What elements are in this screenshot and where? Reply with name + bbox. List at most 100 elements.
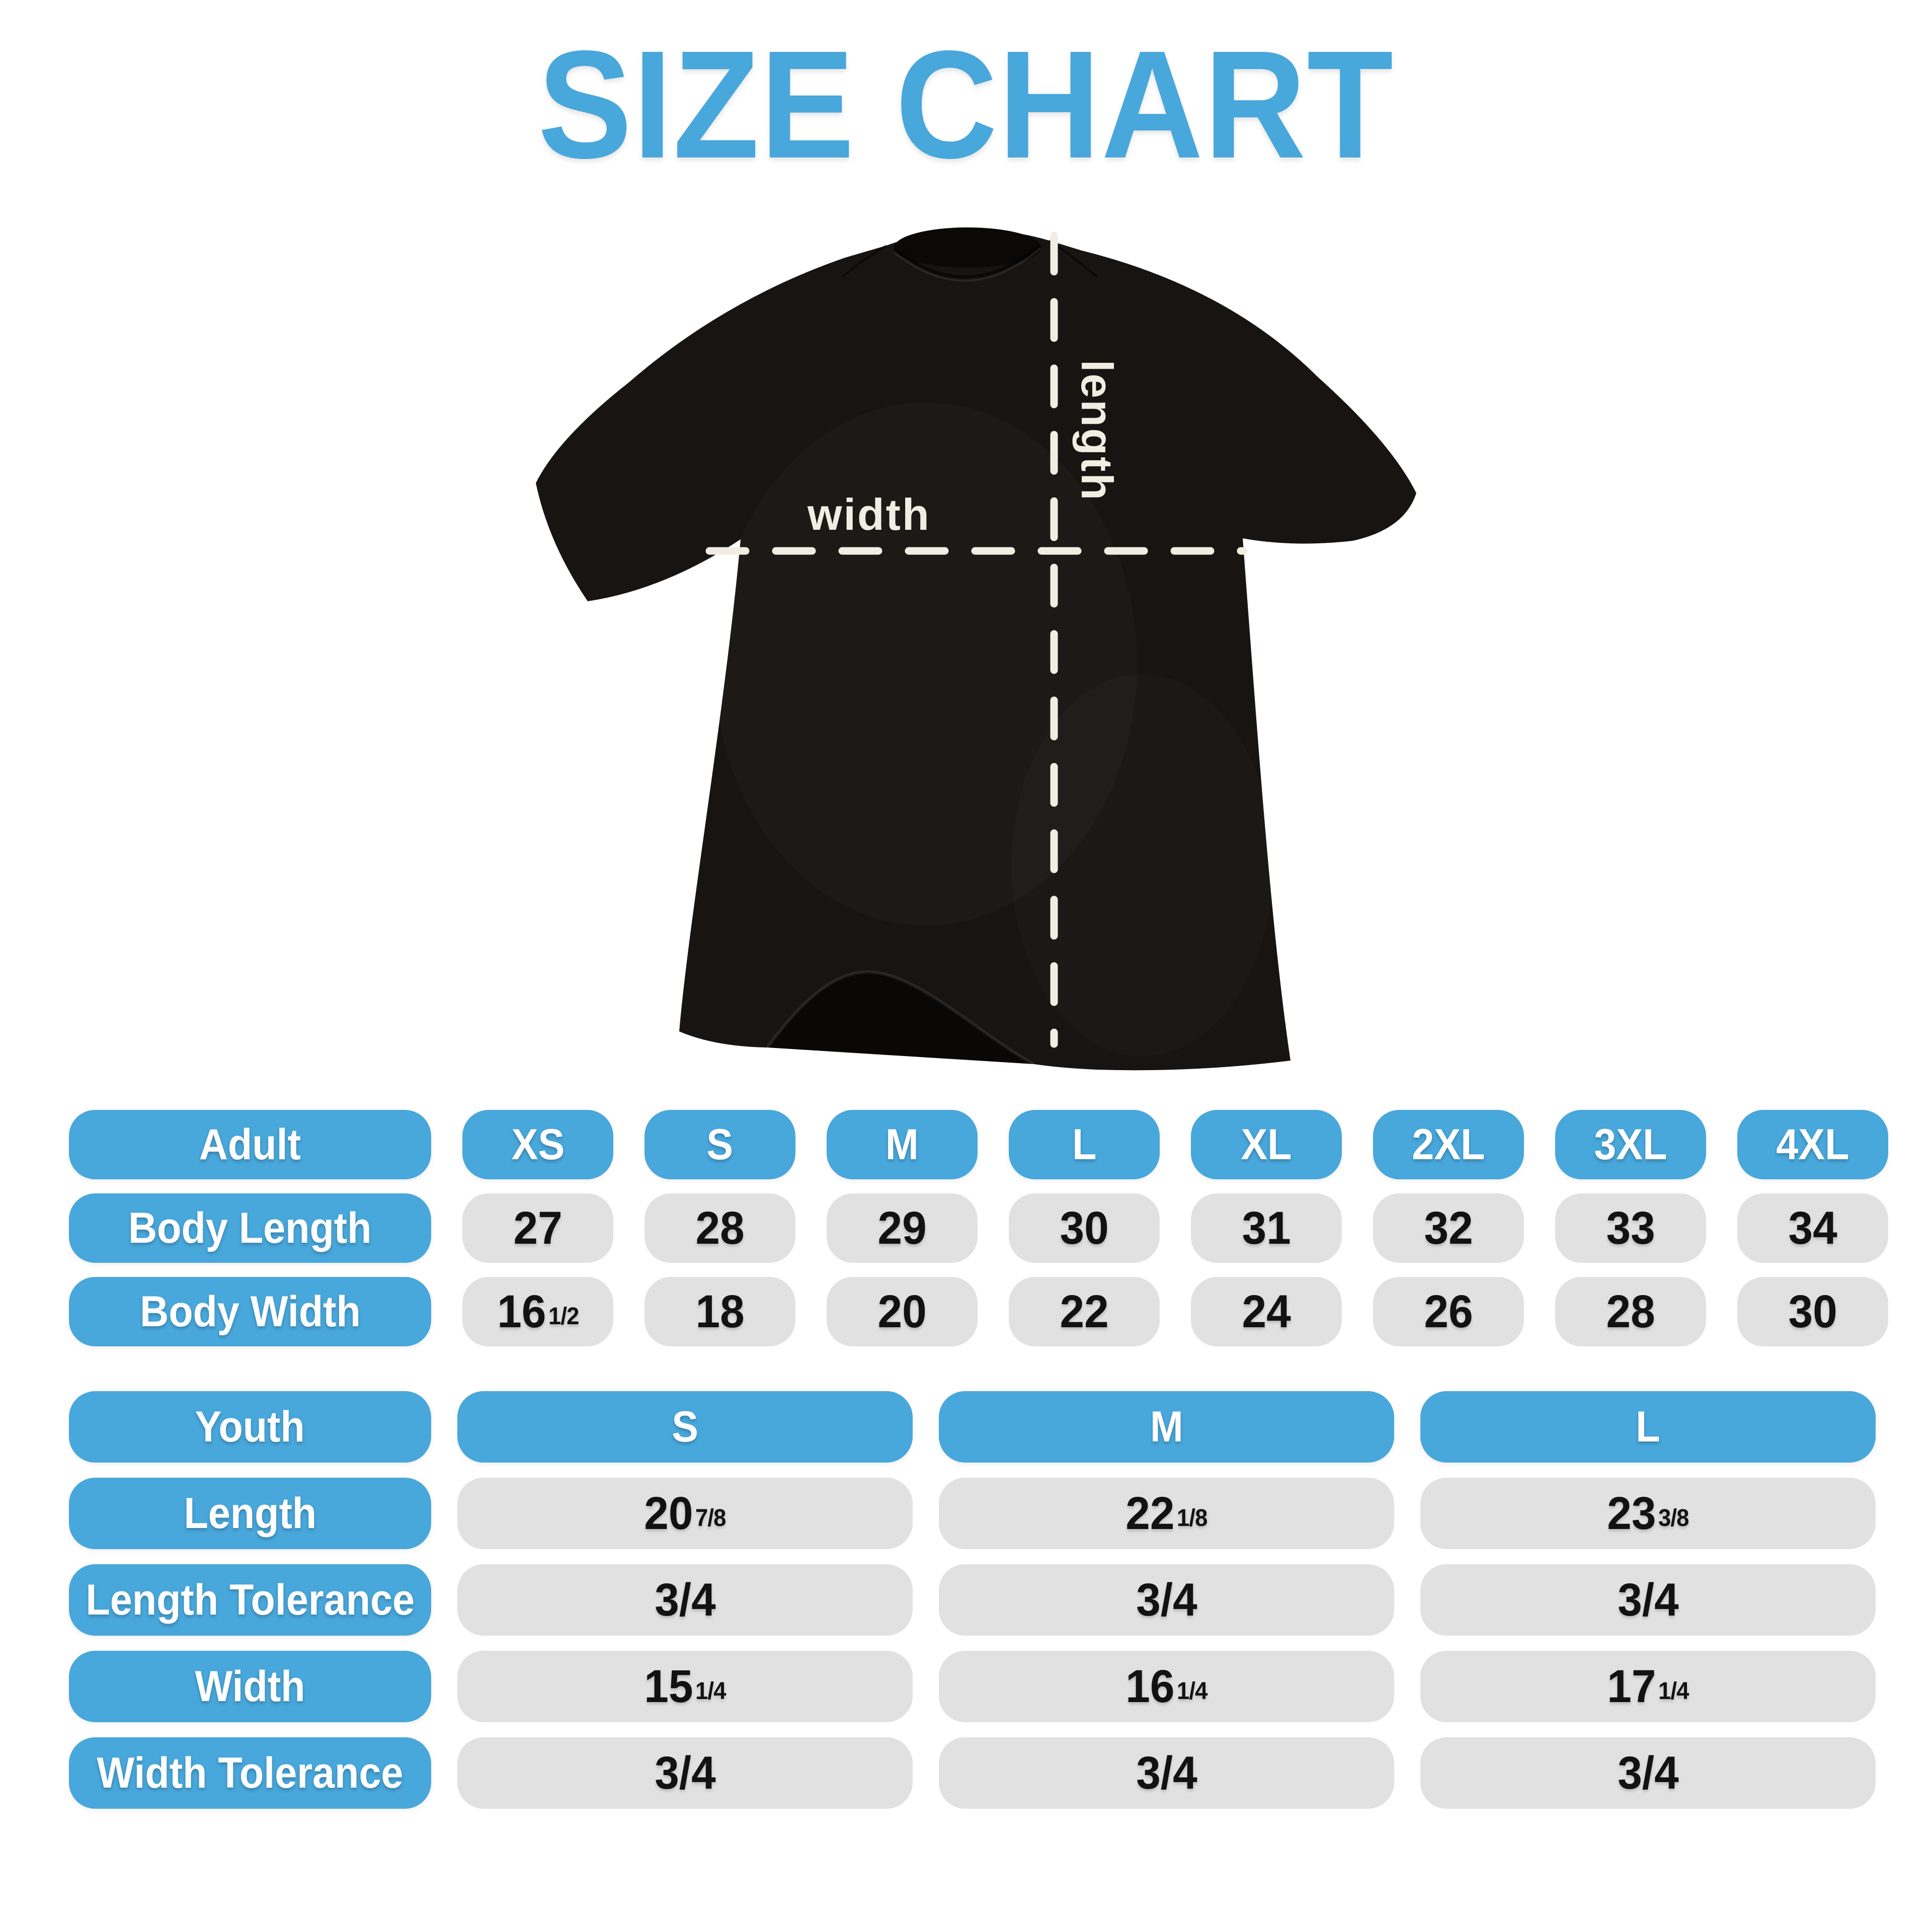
value-pill: 30: [1009, 1193, 1160, 1263]
youth-header-row: Youth S M L: [69, 1391, 1876, 1463]
width-label: width: [807, 490, 931, 539]
adult-size-pill: XS: [462, 1110, 613, 1179]
row-label-pill: Length Tolerance: [69, 1564, 431, 1636]
youth-table-title-pill: Youth: [69, 1391, 431, 1463]
value-main: 16: [497, 1285, 546, 1337]
value-fraction: 3/8: [1658, 1504, 1689, 1532]
adult-size-pill: 4XL: [1737, 1110, 1888, 1179]
neck-opening: [894, 227, 1041, 268]
value-pill: 15 1/4: [457, 1651, 913, 1722]
value-main: 20: [644, 1487, 693, 1539]
value-main: 28: [1606, 1285, 1655, 1337]
youth-size-pill: S: [457, 1391, 913, 1463]
adult-table-title-pill: Adult: [69, 1110, 431, 1179]
tshirt-silhouette: [536, 229, 1416, 1071]
value-main: 27: [513, 1202, 562, 1254]
value-pill: 22: [1009, 1277, 1160, 1346]
value-fraction: 1/4: [1658, 1677, 1689, 1705]
value-pill: 16 1/4: [939, 1651, 1394, 1722]
value-fraction: 1/2: [548, 1303, 579, 1330]
youth-length-row: Length 20 7/8 22 1/8 23 3/8: [69, 1478, 1876, 1549]
adult-size-pill: 2XL: [1373, 1110, 1524, 1179]
adult-size-pill: M: [827, 1110, 978, 1179]
value-pill: 3/4: [457, 1564, 913, 1636]
body-length-row: Body Length 27 28 29 30 31 32 33 34: [69, 1193, 1888, 1263]
length-label: length: [1072, 360, 1122, 502]
adult-size-pill: 3XL: [1555, 1110, 1706, 1179]
row-label-pill: Body Width: [69, 1277, 431, 1346]
tshirt-diagram: width length: [513, 211, 1419, 1077]
value-main: 33: [1606, 1202, 1655, 1254]
value-main: 34: [1788, 1202, 1837, 1254]
hem-fold-shadow: [767, 972, 1034, 1064]
row-label-pill: Width: [69, 1651, 431, 1722]
value-main: 16: [1125, 1660, 1175, 1712]
value-main: 28: [695, 1202, 745, 1254]
row-label-pill: Length: [69, 1478, 431, 1549]
value-pill: 32: [1373, 1193, 1524, 1263]
value-pill: 22 1/8: [939, 1478, 1394, 1549]
value-pill: 30: [1737, 1277, 1888, 1346]
value-main: 3/4: [654, 1747, 716, 1799]
value-pill: 28: [645, 1193, 795, 1263]
page-title-text: SIZE CHART: [538, 19, 1394, 190]
value-main: 15: [644, 1660, 693, 1712]
collar-seam: [894, 243, 1041, 279]
value-fraction: 1/8: [1177, 1504, 1208, 1532]
value-main: 3/4: [1136, 1574, 1197, 1626]
value-main: 3/4: [1617, 1574, 1679, 1626]
collar-seam-highlight: [894, 247, 1041, 282]
value-pill: 26: [1373, 1277, 1524, 1346]
value-main: 3/4: [1617, 1747, 1679, 1799]
value-pill: 18: [645, 1277, 795, 1346]
value-main: 3/4: [654, 1574, 716, 1626]
value-fraction: 1/4: [695, 1677, 726, 1705]
value-pill: 24: [1191, 1277, 1342, 1346]
value-pill: 3/4: [1420, 1564, 1876, 1636]
hem-fold-highlight: [766, 970, 1035, 1066]
youth-length-tolerance-row: Length Tolerance 3/4 3/4 3/4: [69, 1564, 1876, 1636]
value-pill: 20: [827, 1277, 978, 1346]
value-main: 17: [1607, 1660, 1656, 1712]
value-pill: 27: [462, 1193, 613, 1263]
page-title: SIZE CHART: [0, 28, 1932, 181]
value-pill: 3/4: [939, 1737, 1394, 1809]
row-label-pill: Body Length: [69, 1193, 431, 1263]
youth-size-pill: L: [1420, 1391, 1876, 1463]
value-pill: 20 7/8: [457, 1478, 913, 1549]
value-main: 23: [1607, 1487, 1656, 1539]
value-fraction: 7/8: [695, 1504, 726, 1532]
adult-size-pill: S: [645, 1110, 795, 1179]
value-fraction: 1/4: [1177, 1677, 1208, 1705]
adult-header-row: Adult XS S M L XL 2XL 3XL 4XL: [69, 1110, 1888, 1179]
youth-width-tolerance-row: Width Tolerance 3/4 3/4 3/4: [69, 1737, 1876, 1809]
value-main: 24: [1242, 1285, 1291, 1337]
value-main: 20: [877, 1285, 927, 1337]
value-main: 32: [1424, 1202, 1473, 1254]
value-main: 30: [1788, 1285, 1837, 1337]
value-main: 29: [877, 1202, 927, 1254]
youth-size-table: Youth S M L Length 20 7/8 22 1/8 23 3/8 Len…: [69, 1391, 1876, 1809]
value-pill: 17 1/4: [1420, 1651, 1876, 1722]
adult-size-pill: XL: [1191, 1110, 1342, 1179]
tshirt-diagram-svg: width length: [536, 227, 1416, 1071]
adult-size-table: Adult XS S M L XL 2XL 3XL 4XL Body Lengt…: [69, 1110, 1888, 1346]
value-main: 3/4: [1136, 1747, 1197, 1799]
value-pill: 29: [827, 1193, 978, 1263]
row-label-pill: Width Tolerance: [69, 1737, 431, 1809]
value-pill: 31: [1191, 1193, 1342, 1263]
value-pill: 28: [1555, 1277, 1706, 1346]
youth-size-pill: M: [939, 1391, 1394, 1463]
youth-width-row: Width 15 1/4 16 1/4 17 1/4: [69, 1651, 1876, 1722]
body-width-row: Body Width 16 1/2 18 20 22 24 26 28 30: [69, 1277, 1888, 1346]
value-pill: 3/4: [457, 1737, 913, 1809]
value-main: 30: [1060, 1202, 1109, 1254]
adult-size-pill: L: [1009, 1110, 1160, 1179]
value-pill: 33: [1555, 1193, 1706, 1263]
value-main: 22: [1125, 1487, 1175, 1539]
value-main: 18: [695, 1285, 745, 1337]
value-pill: 3/4: [939, 1564, 1394, 1636]
value-main: 22: [1060, 1285, 1109, 1337]
value-pill: 34: [1737, 1193, 1888, 1263]
